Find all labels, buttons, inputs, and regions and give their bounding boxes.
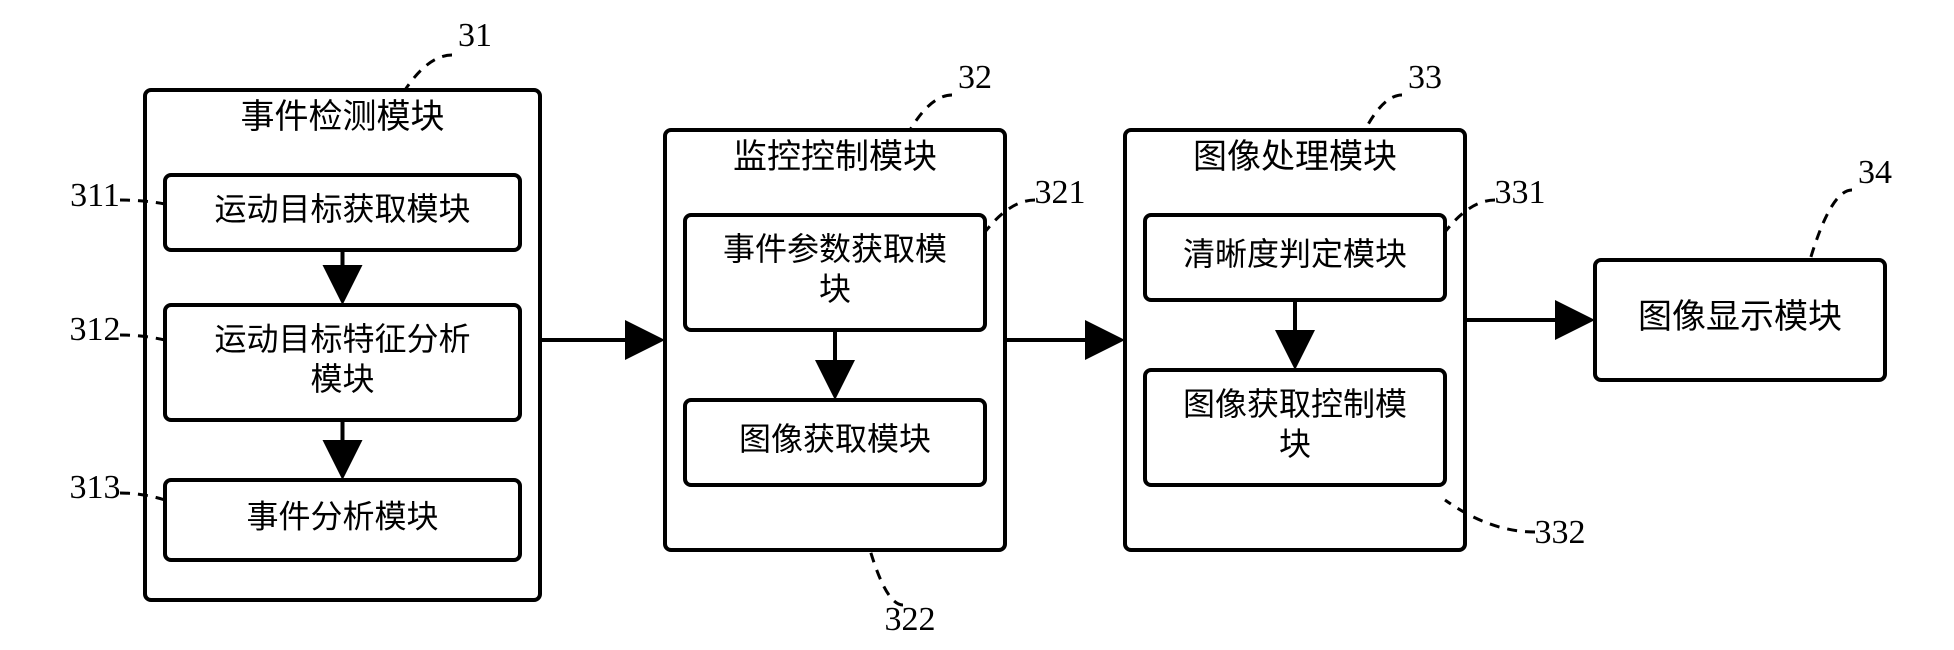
ref-num-31: 31 (458, 17, 492, 54)
leader-line (1365, 95, 1402, 130)
ref-num-34: 34 (1858, 154, 1892, 191)
inner-label-313: 事件分析模块 (246, 498, 438, 534)
inner-label-311: 运动目标获取模块 (214, 191, 470, 227)
ref-num-313: 313 (70, 469, 121, 506)
ref-num-311: 311 (70, 177, 120, 214)
ref-num-321: 321 (1035, 174, 1086, 211)
outer-title-32: 监控控制模块 (733, 138, 937, 176)
inner-label-321: 块 (819, 271, 851, 307)
leader-line (405, 55, 452, 90)
outer-title-33: 图像处理模块 (1193, 138, 1397, 176)
ref-num-322: 322 (885, 601, 936, 638)
ref-num-32: 32 (958, 59, 992, 96)
inner-label-332: 图像获取控制模 (1183, 386, 1407, 422)
ref-num-331: 331 (1495, 174, 1546, 211)
ref-num-33: 33 (1408, 59, 1442, 96)
diagram-canvas: 事件检测模块 31 监控控制模块 32 图像处理模块 33 图像显示模块 34 运动目标获取模块… (0, 0, 1954, 650)
inner-label-332: 块 (1279, 426, 1311, 462)
inner-label-312: 运动目标特征分析 (214, 321, 470, 357)
inner-label-331: 清晰度判定模块 (1183, 236, 1407, 272)
ref-num-332: 332 (1535, 514, 1586, 551)
box-label-34: 图像显示模块 (1638, 298, 1842, 336)
inner-label-321: 事件参数获取模 (723, 231, 947, 267)
leader-line (870, 550, 903, 605)
inner-label-312: 模块 (310, 361, 374, 397)
inner-label-322: 图像获取模块 (739, 421, 931, 457)
leader-line (1810, 190, 1852, 260)
leader-line (910, 95, 952, 130)
ref-num-312: 312 (70, 311, 121, 348)
outer-title-31: 事件检测模块 (241, 98, 445, 136)
